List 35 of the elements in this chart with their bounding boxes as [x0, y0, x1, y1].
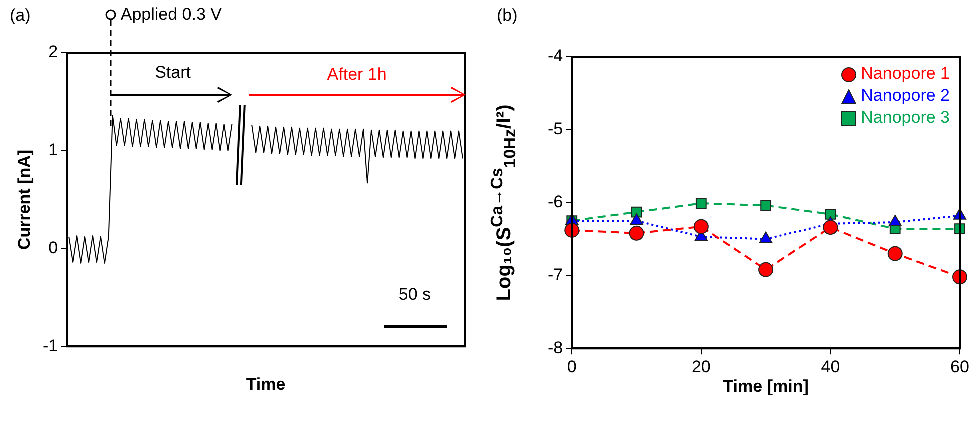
point	[760, 200, 772, 212]
point	[696, 198, 707, 209]
y-tick-label: 1	[48, 140, 58, 160]
point	[629, 226, 644, 241]
point	[888, 246, 903, 262]
y-tick-label: 2	[48, 42, 58, 62]
legend-label: Nanopore 1	[861, 64, 950, 83]
annotation: After 1h	[327, 65, 387, 85]
y-tick-label: -6	[548, 192, 564, 212]
x-tick-label: 40	[821, 357, 840, 376]
y-tick-label: -4	[548, 46, 564, 66]
point	[823, 220, 838, 236]
y-tick-label: -5	[548, 120, 564, 139]
x-axis-title: Time	[246, 374, 286, 395]
point	[694, 219, 709, 234]
point	[630, 214, 644, 226]
annotation: 50 s	[398, 284, 432, 305]
x-tick-label: 60	[950, 357, 970, 376]
y-tick-label: -7	[548, 265, 564, 284]
point	[758, 262, 774, 278]
legend-label: Nanopore 2	[861, 86, 950, 105]
y-tick-label: 0	[48, 238, 58, 258]
y-tick-label: -8	[548, 338, 564, 358]
y-tick-label: -1	[42, 336, 58, 356]
chart-title: (a)	[10, 6, 31, 26]
x-tick-label: 20	[692, 357, 711, 376]
legend-label: Nanopore 3	[861, 108, 950, 127]
point	[825, 209, 836, 220]
point	[759, 232, 773, 244]
annotation: Start	[155, 63, 191, 83]
chart-title: (b)	[497, 6, 518, 26]
text: Applied 0.3 V	[120, 5, 222, 25]
x-tick-label: 0	[567, 357, 577, 376]
y-axis-title: Current [nA]	[15, 150, 36, 250]
x-axis-title: Time [min]	[723, 376, 809, 397]
